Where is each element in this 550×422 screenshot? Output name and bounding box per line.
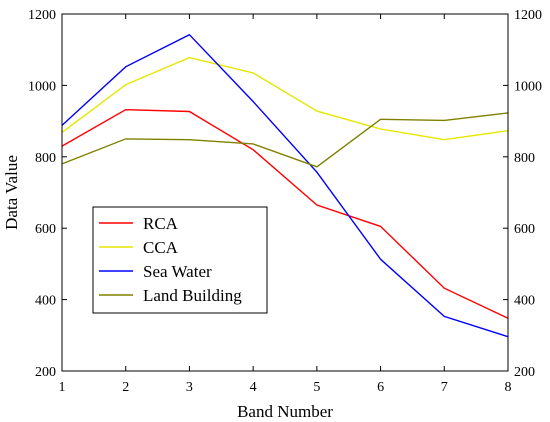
y-tick-label-right: 1000	[514, 79, 542, 94]
legend-label: RCA	[143, 214, 179, 233]
legend-label: CCA	[143, 238, 179, 257]
x-tick-label: 2	[122, 380, 129, 395]
legend: RCA CCA Sea Water Land Building	[92, 206, 268, 314]
y-tick-label: 800	[35, 151, 56, 166]
y-tick-label: 600	[35, 222, 56, 237]
x-tick-label: 4	[250, 380, 257, 395]
series-line-sea-water	[61, 33, 509, 338]
y-tick-label: 1200	[28, 8, 56, 23]
x-tick-label: 6	[377, 380, 384, 395]
x-axis-title: Band Number	[237, 402, 333, 421]
y-tick-label-right: 400	[514, 294, 535, 309]
y-tick-label-right: 600	[514, 222, 535, 237]
x-tick-label: 5	[313, 380, 320, 395]
x-tick-label: 7	[441, 380, 448, 395]
y-tick-label-right: 800	[514, 151, 535, 166]
y-tick-label: 1000	[28, 79, 56, 94]
x-tick-label: 1	[59, 380, 66, 395]
series-line-cca	[61, 56, 509, 141]
y-tick-label-right: 200	[514, 365, 535, 380]
series-line-rca	[61, 108, 509, 319]
plot-lines	[61, 33, 509, 338]
series-line-land-building	[61, 112, 509, 168]
legend-label: Sea Water	[143, 262, 212, 281]
y-tick-label: 200	[35, 365, 56, 380]
legend-label: Land Building	[143, 286, 242, 305]
y-tick-label: 400	[35, 294, 56, 309]
y-axis-title: Data Value	[2, 155, 21, 230]
x-tick-label: 8	[505, 380, 512, 395]
plot-frame	[61, 13, 509, 372]
x-tick-label: 3	[186, 380, 193, 395]
y-tick-label-right: 1200	[514, 8, 542, 23]
